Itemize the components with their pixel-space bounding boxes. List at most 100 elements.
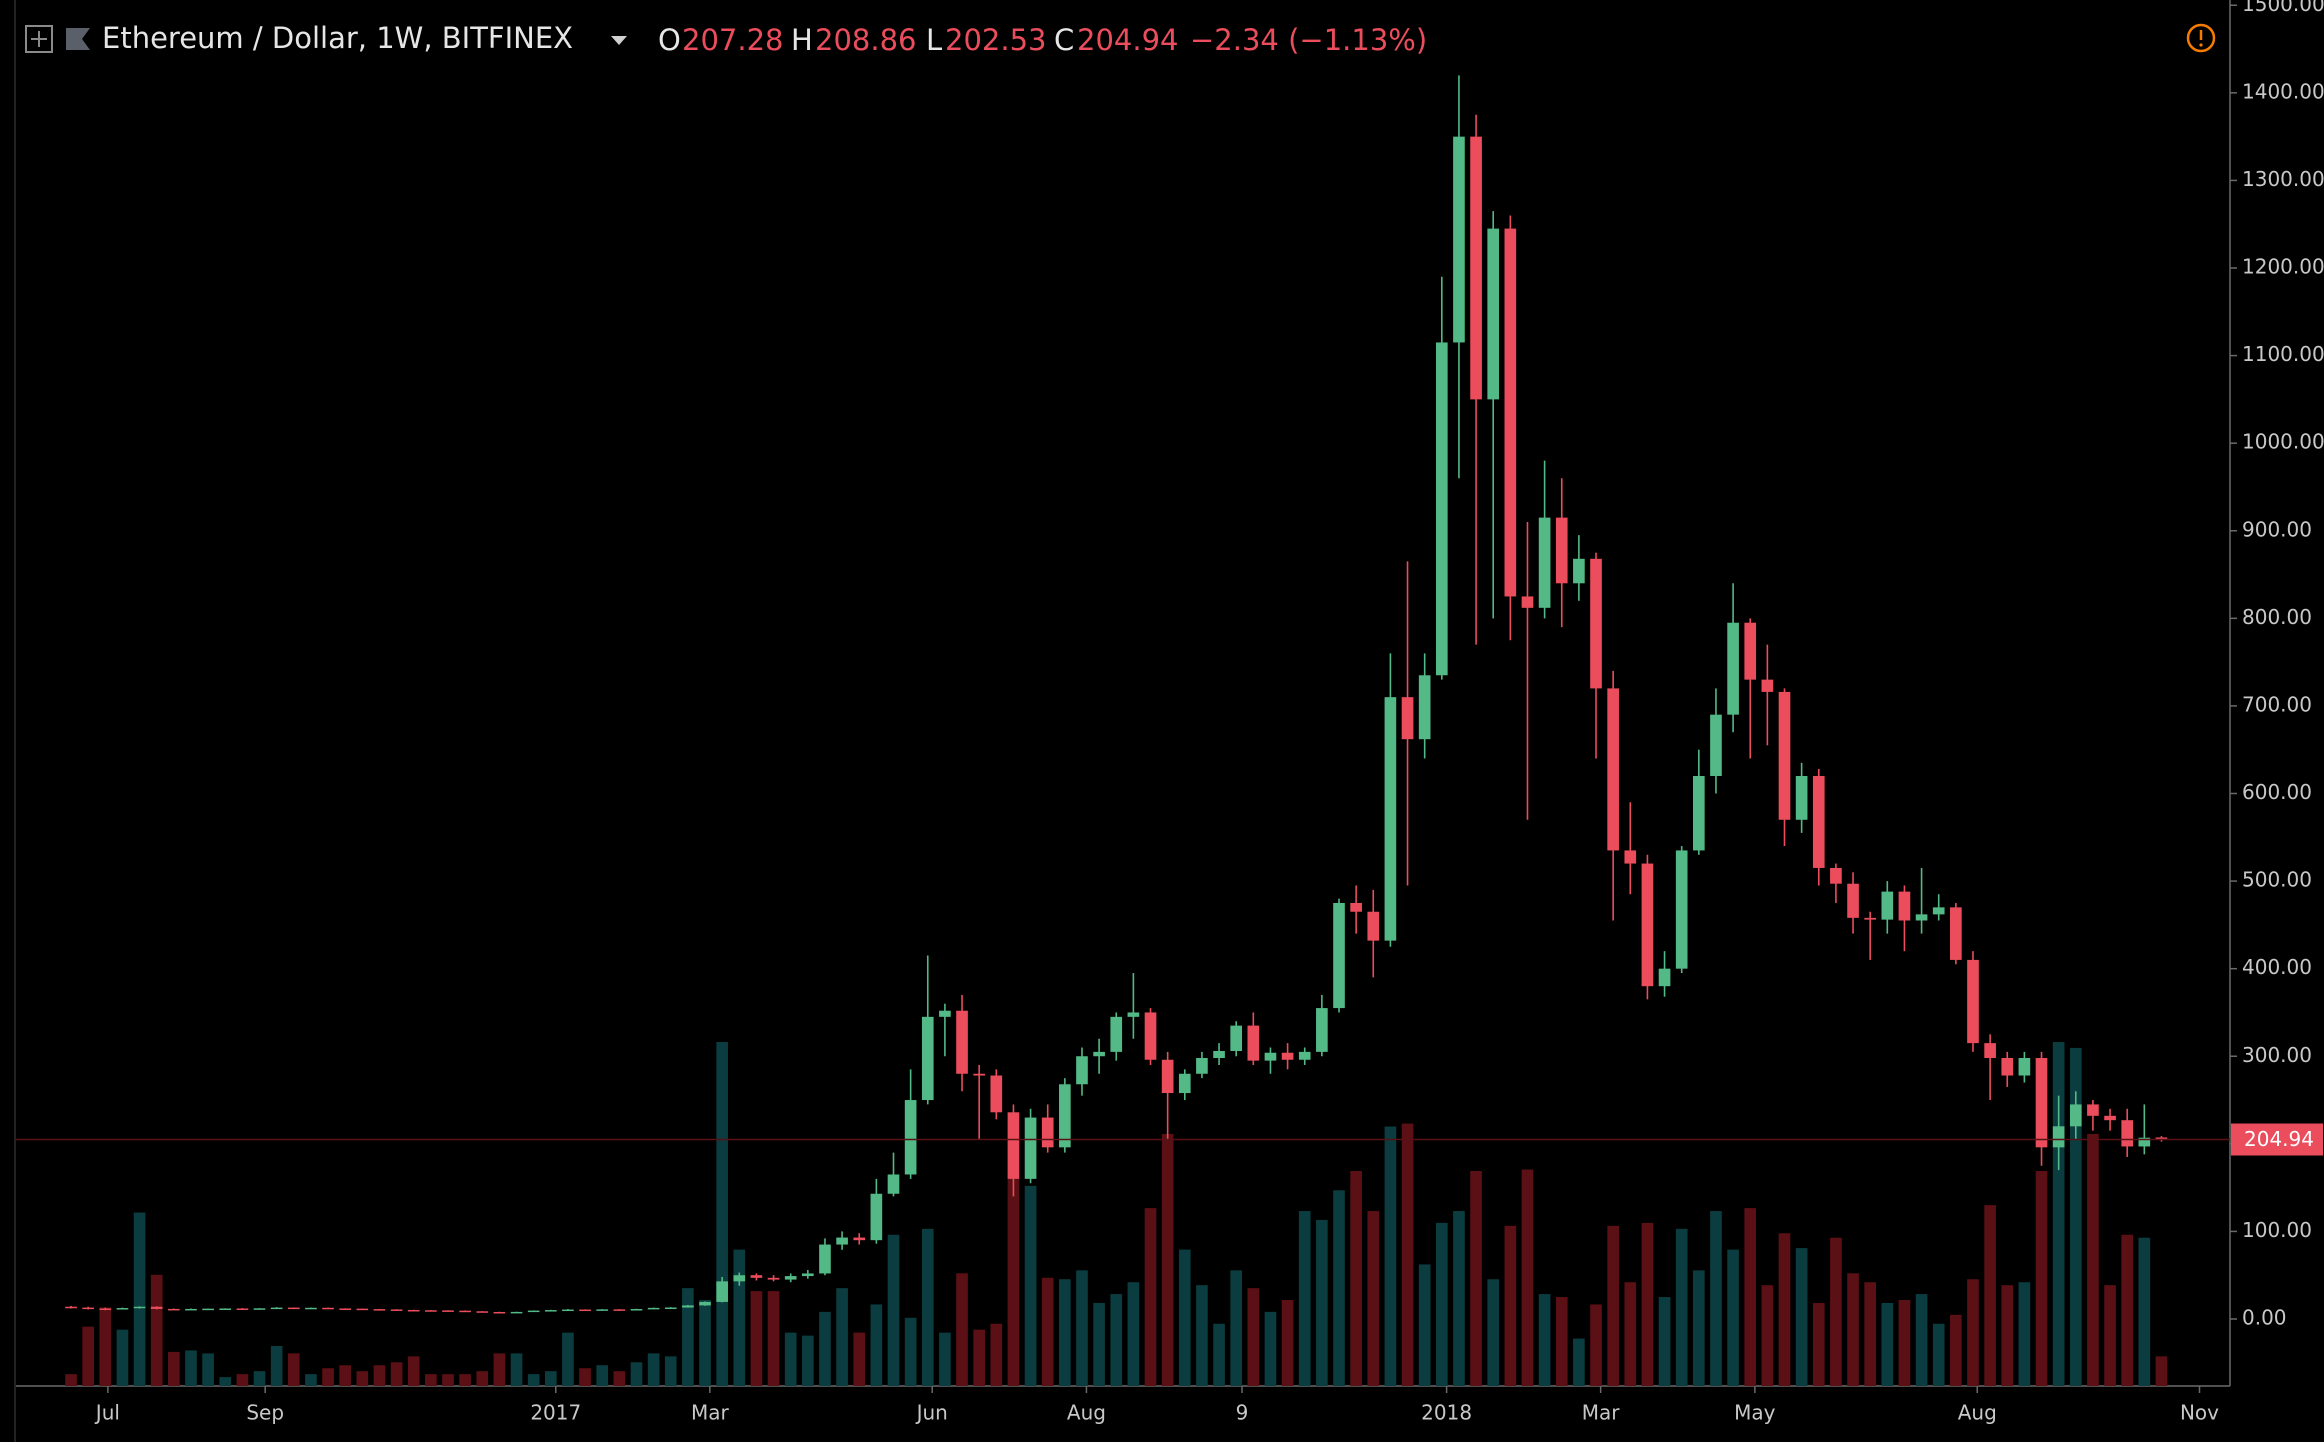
volume-bar	[750, 1291, 763, 1386]
volume-bar	[219, 1377, 232, 1386]
candle-body	[527, 1310, 540, 1313]
candle-body	[270, 1307, 283, 1310]
y-tick-label: 300.00	[2242, 1043, 2312, 1067]
y-tick-label: 1500.00	[2242, 0, 2324, 16]
volume-bar	[1401, 1123, 1414, 1386]
candle-body	[2035, 1058, 2048, 1148]
volume-bar	[1350, 1171, 1362, 1386]
volume-bar	[1196, 1285, 1208, 1386]
candle-body	[562, 1309, 574, 1312]
x-tick-label: Sep	[246, 1401, 284, 1425]
candle-body	[2052, 1126, 2065, 1148]
volume-bar	[1470, 1171, 1482, 1386]
alert-icon[interactable]	[2186, 23, 2216, 53]
candle-body	[476, 1311, 489, 1313]
candle-body	[1281, 1052, 1294, 1060]
candle-body	[1487, 228, 1500, 400]
candle-body	[1812, 775, 1825, 868]
volume-bar	[1333, 1190, 1345, 1386]
volume-bar	[1281, 1300, 1294, 1386]
close-value: 204.94	[1077, 23, 1178, 57]
candle-body	[1624, 850, 1637, 864]
volume-bar	[1144, 1208, 1157, 1386]
candle-body	[99, 1308, 112, 1310]
candle-body	[82, 1307, 94, 1310]
candle-body	[1007, 1112, 1020, 1179]
candle-body	[1727, 622, 1739, 715]
candle-body	[1675, 850, 1688, 969]
x-tick-label: Mar	[1582, 1401, 1621, 1425]
candle-body	[442, 1310, 454, 1312]
symbol-title[interactable]: Ethereum / Dollar, 1W, BITFINEX	[102, 21, 573, 55]
volume-bar	[168, 1351, 180, 1386]
volume-bar	[1161, 1133, 1174, 1386]
dropdown-icon[interactable]	[611, 36, 627, 45]
candle-body	[1795, 775, 1808, 820]
y-tick-label: 0.00	[2242, 1305, 2287, 1329]
candle-body	[630, 1309, 643, 1311]
volume-bar	[1555, 1297, 1568, 1386]
candle-body	[1967, 959, 1979, 1044]
ohlc-label: O	[658, 23, 681, 57]
candle-body	[2155, 1137, 2168, 1140]
volume-bar	[716, 1042, 728, 1386]
candle-body	[2121, 1120, 2134, 1147]
candle-body	[168, 1308, 180, 1311]
volume-bar	[270, 1345, 283, 1386]
candle-body	[1264, 1052, 1277, 1061]
volume-bar	[1435, 1222, 1448, 1386]
y-tick-label: 1200.00	[2242, 255, 2324, 279]
candle-body	[1590, 558, 1602, 689]
candle-body	[2069, 1104, 2082, 1127]
candle-body	[1864, 917, 1876, 920]
volume-bar	[133, 1212, 146, 1386]
volume-bar	[1984, 1205, 1996, 1386]
candle-body	[1178, 1073, 1191, 1094]
y-tick-label: 700.00	[2242, 692, 2312, 716]
candle-body	[202, 1308, 214, 1311]
candle-body	[733, 1275, 746, 1282]
volume-bar	[1812, 1302, 1825, 1386]
candle-body	[1881, 891, 1894, 920]
volume-bar	[185, 1350, 197, 1386]
candle-body	[1538, 517, 1551, 608]
candle-body	[356, 1308, 369, 1311]
candle-body	[1247, 1025, 1260, 1061]
volume-bar	[202, 1353, 214, 1386]
candle-body	[664, 1307, 677, 1310]
volume-bar	[1761, 1285, 1774, 1386]
x-tick-label: May	[1734, 1401, 1776, 1425]
volume-bar	[2035, 1171, 2048, 1386]
candle-body	[1470, 136, 1482, 400]
volume-bar	[1059, 1279, 1071, 1386]
volume-bar	[1692, 1270, 1705, 1386]
candle-body	[322, 1307, 334, 1310]
volume-bar	[116, 1329, 129, 1386]
candle-body	[870, 1193, 883, 1241]
volume-layer	[65, 1042, 2168, 1386]
candle-body	[1658, 968, 1671, 987]
volume-bar	[647, 1353, 660, 1386]
volume-bar	[819, 1311, 831, 1386]
volume-bar	[1041, 1277, 1054, 1386]
volume-bar	[1641, 1222, 1654, 1386]
volume-bar	[1127, 1282, 1140, 1386]
candle-body	[1950, 907, 1962, 960]
volume-bar	[322, 1368, 334, 1386]
change-value: −2.34 (−1.13%)	[1190, 23, 1427, 57]
volume-bar	[699, 1300, 711, 1386]
candle-body	[887, 1174, 900, 1194]
volume-bar	[1624, 1282, 1637, 1386]
volume-bar	[425, 1374, 437, 1386]
volume-bar	[1453, 1211, 1465, 1386]
x-tick-label: Aug	[1067, 1401, 1106, 1425]
volume-bar	[1744, 1208, 1757, 1386]
candle-body	[613, 1309, 626, 1311]
expand-icon[interactable]	[25, 25, 53, 53]
volume-bar	[2087, 1133, 2099, 1386]
x-tick-label: Jun	[915, 1401, 948, 1425]
y-tick-label: 400.00	[2242, 955, 2312, 979]
ohlc-label: L	[926, 23, 942, 57]
